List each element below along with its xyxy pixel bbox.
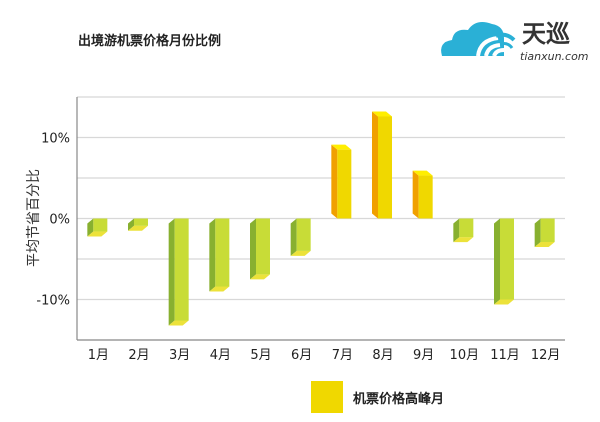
bar bbox=[459, 218, 474, 238]
bar-side bbox=[290, 218, 297, 256]
logo-domain: tianxun.com bbox=[520, 50, 589, 63]
bar-side bbox=[168, 218, 175, 326]
bar-side bbox=[412, 170, 419, 219]
bar bbox=[378, 116, 392, 219]
bar bbox=[296, 218, 311, 251]
x-tick-label: 4月 bbox=[210, 348, 231, 363]
bar-side bbox=[87, 218, 94, 237]
x-tick-label: 10月 bbox=[450, 348, 480, 363]
bar-side bbox=[453, 218, 460, 243]
x-tick-label: 7月 bbox=[332, 348, 353, 363]
x-tick-label: 9月 bbox=[413, 348, 434, 363]
bar bbox=[134, 218, 148, 226]
bar bbox=[540, 218, 555, 242]
logo-name: 天巡 bbox=[522, 20, 570, 48]
y-tick-label: -10% bbox=[36, 294, 70, 309]
bar-bottom bbox=[453, 237, 474, 243]
cloud-logo-icon: 天巡 tianxun.com bbox=[441, 20, 589, 63]
tianxun-logo: 天巡 tianxun.com bbox=[438, 8, 598, 64]
bar bbox=[93, 218, 108, 232]
bar-bottom bbox=[494, 299, 514, 305]
x-tick-label: 5月 bbox=[250, 348, 271, 363]
x-tick-label: 1月 bbox=[88, 348, 109, 363]
bar-bottom bbox=[250, 274, 270, 280]
legend-label: 机票价格高峰月 bbox=[353, 391, 445, 407]
bar bbox=[215, 218, 230, 287]
bar-top bbox=[372, 111, 392, 117]
bar-bottom bbox=[209, 286, 230, 292]
bar-side bbox=[494, 218, 500, 305]
bar bbox=[418, 175, 433, 219]
x-tick-label: 3月 bbox=[169, 348, 190, 363]
y-tick-label: 10% bbox=[41, 132, 70, 147]
x-tick-label: 11月 bbox=[490, 348, 520, 363]
bar-bottom bbox=[534, 241, 555, 247]
x-tick-label: 12月 bbox=[531, 348, 561, 363]
bar-bottom bbox=[128, 225, 148, 231]
x-tick-label: 6月 bbox=[291, 348, 312, 363]
bar-bottom bbox=[290, 250, 311, 256]
bar-bottom bbox=[87, 231, 108, 237]
bar-side bbox=[534, 218, 541, 247]
bar bbox=[337, 149, 352, 219]
legend: 机票价格高峰月 bbox=[311, 381, 444, 413]
bar bbox=[256, 218, 270, 275]
x-tick-label: 8月 bbox=[372, 348, 393, 363]
bar bbox=[174, 218, 189, 321]
bar-side bbox=[209, 218, 216, 292]
legend-swatch bbox=[311, 381, 343, 413]
bar-side bbox=[250, 218, 256, 280]
bar-bottom bbox=[168, 320, 189, 326]
x-tick-label: 2月 bbox=[128, 348, 149, 363]
y-axis-label: 平均节省百分比 bbox=[26, 169, 42, 267]
bar-side bbox=[128, 218, 134, 231]
chart-title: 出境游机票价格月份比例 bbox=[78, 34, 222, 49]
bar-top bbox=[331, 144, 352, 150]
bar bbox=[500, 218, 514, 300]
bar-side bbox=[372, 111, 378, 219]
y-tick-label: 0% bbox=[49, 213, 70, 228]
bar-top bbox=[412, 170, 433, 176]
bar-side bbox=[331, 144, 338, 219]
